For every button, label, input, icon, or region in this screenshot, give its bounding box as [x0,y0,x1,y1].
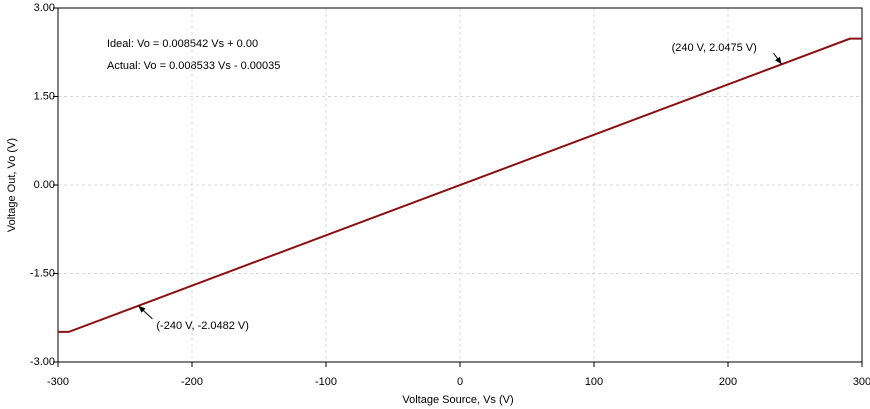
y-tick-label: -3.00 [30,356,55,368]
y-tick-label: 1.50 [34,90,55,102]
annotation: (240 V, 2.0475 V) [672,42,757,54]
y-tick-label: 0.00 [34,179,55,191]
x-axis-label: Voltage Source, Vs (V) [402,394,513,406]
y-tick-label: -1.50 [30,267,55,279]
y-tick-label: 3.00 [34,2,55,14]
x-tick-label: -200 [181,376,203,388]
annotation-arrow [138,305,153,320]
x-tick-label: -300 [47,376,69,388]
equation: Actual: Vo = 0.008533 Vs - 0.00035 [107,60,280,72]
plot-frame [57,7,863,363]
x-tick-label: -100 [315,376,337,388]
x-tick-label: 300 [853,376,870,388]
x-tick-label: 100 [585,376,603,388]
annotation: (-240 V, -2.0482 V) [156,320,249,332]
y-axis-label: Voltage Out, Vo (V) [6,138,18,232]
data-line [58,37,862,333]
x-tick-label: 0 [457,376,463,388]
x-tick-label: 200 [719,376,737,388]
equation: Ideal: Vo = 0.008542 Vs + 0.00 [107,38,258,50]
annotation-arrow [773,52,783,65]
